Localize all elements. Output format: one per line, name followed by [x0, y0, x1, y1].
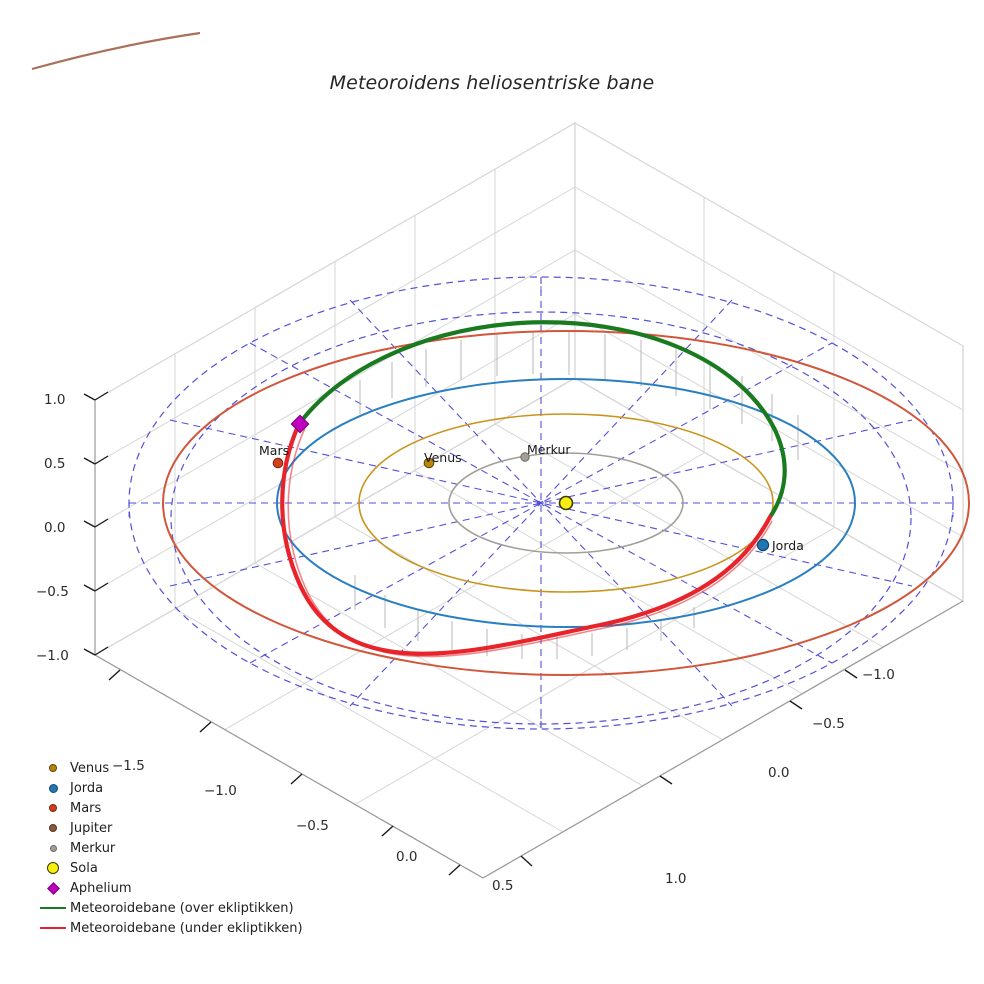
orbit-merkur [448, 452, 684, 554]
legend-item-sola[interactable]: Sola [36, 858, 326, 878]
venus-marker-icon [36, 764, 70, 772]
meteoroid-orbit-over-ecliptic [296, 320, 787, 520]
legend-label-jorda: Jorda [70, 780, 104, 796]
legend-item-venus[interactable]: Venus [36, 758, 326, 778]
legend-label-aphelium: Aphelium [70, 880, 132, 896]
orbit-jorda [276, 378, 856, 628]
marker-aphelium [290, 414, 310, 434]
marker-jorda [756, 538, 770, 552]
legend-label-jupiter: Jupiter [70, 820, 113, 836]
mars-marker-icon [36, 804, 70, 812]
orbit-venus [358, 413, 774, 593]
legend-label-meteoroid-over: Meteoroidebane (over ekliptikken) [70, 900, 294, 916]
pane-right-wall [574, 122, 964, 602]
marker-mars [272, 457, 284, 469]
orbit-mars [162, 330, 970, 676]
meteoroid-orbit-under-ecliptic-trace [287, 427, 773, 658]
reference-vertical-stubs [128, 277, 954, 729]
sola-marker-icon [36, 862, 70, 874]
jupiter-marker-icon [36, 824, 70, 832]
axis-spines [94, 400, 964, 879]
axis-tick-marks [83, 393, 858, 876]
legend-item-mars[interactable]: Mars [36, 798, 326, 818]
orbit-jupiter-arc [31, 31, 201, 71]
legend-item-merkur[interactable]: Merkur [36, 838, 326, 858]
ecliptic-reference-spokes [129, 277, 953, 729]
legend-label-venus: Venus [70, 760, 110, 776]
aphelium-marker-icon [36, 881, 70, 895]
legend-label-sola: Sola [70, 860, 98, 876]
meteoroid-over-line-icon [36, 907, 70, 909]
axis-tick-stubs [94, 391, 109, 656]
marker-merkur [520, 452, 530, 462]
orbit-droplines [354, 331, 799, 659]
legend-item-meteoroid-under[interactable]: Meteoroidebane (under ekliptikken) [36, 918, 326, 938]
meteoroid-under-line-icon [36, 927, 70, 929]
legend-item-aphelium[interactable]: Aphelium [36, 878, 326, 898]
legend-item-meteoroid-over[interactable]: Meteoroidebane (over ekliptikken) [36, 898, 326, 918]
meteoroid-orbit-under-ecliptic [280, 421, 773, 656]
legend-item-jorda[interactable]: Jorda [36, 778, 326, 798]
x-axis-spine [94, 654, 484, 879]
marker-venus [423, 457, 435, 469]
legend-label-meteoroid-under: Meteoroidebane (under ekliptikken) [70, 920, 303, 936]
marker-sola [558, 495, 574, 511]
legend-label-merkur: Merkur [70, 840, 116, 856]
y-axis-spine [482, 600, 964, 879]
merkur-marker-icon [36, 844, 70, 852]
legend: Venus Jorda Mars Jupiter Merkur [36, 758, 326, 938]
legend-item-jupiter[interactable]: Jupiter [36, 818, 326, 838]
legend-label-mars: Mars [70, 800, 102, 816]
jorda-marker-icon [36, 783, 70, 793]
